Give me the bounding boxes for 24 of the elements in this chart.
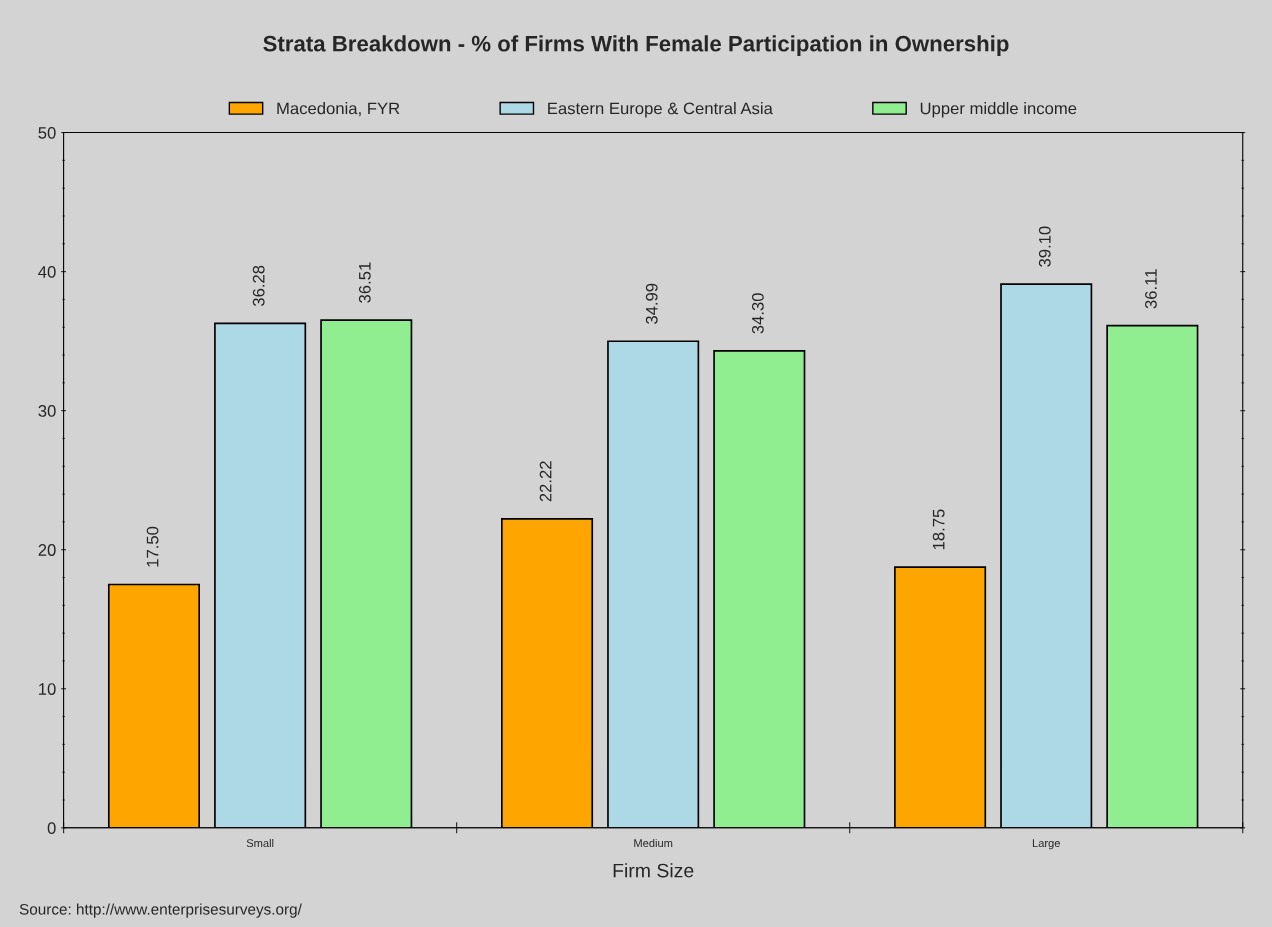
source-note: Source: http://www.enterprisesurveys.org/ <box>19 903 302 918</box>
chart-title: Strata Breakdown - % of Firms With Female Participation in Ownership <box>263 35 1009 56</box>
y-tick-label: 30 <box>38 405 56 417</box>
y-tick-label: 40 <box>38 266 56 278</box>
y-tick-label: 0 <box>47 822 56 835</box>
legend-label: Macedonia, FYR <box>277 102 400 117</box>
data-label: 36.28 <box>252 265 265 307</box>
y-tick-label: 50 <box>38 126 56 139</box>
data-label: 18.75 <box>932 509 945 550</box>
y-tick-label: 20 <box>38 544 56 556</box>
x-tick-label: Medium <box>634 838 673 848</box>
legend-label: Eastern Europe & Central Asia <box>548 102 773 118</box>
data-label: 22.22 <box>539 461 552 502</box>
x-tick-label: Large <box>1032 839 1060 850</box>
data-label: 36.11 <box>1145 269 1157 309</box>
data-label: 34.99 <box>645 283 658 324</box>
data-label: 36.51 <box>358 262 371 303</box>
y-tick-label: 10 <box>39 683 56 695</box>
legend-label: Upper middle income <box>920 102 1077 118</box>
data-label: 17.50 <box>146 526 159 567</box>
x-axis-title: Firm Size <box>613 863 694 878</box>
data-label: 34.30 <box>751 293 764 334</box>
x-tick-label: Small <box>246 838 274 848</box>
data-label: 39.10 <box>1038 226 1051 267</box>
